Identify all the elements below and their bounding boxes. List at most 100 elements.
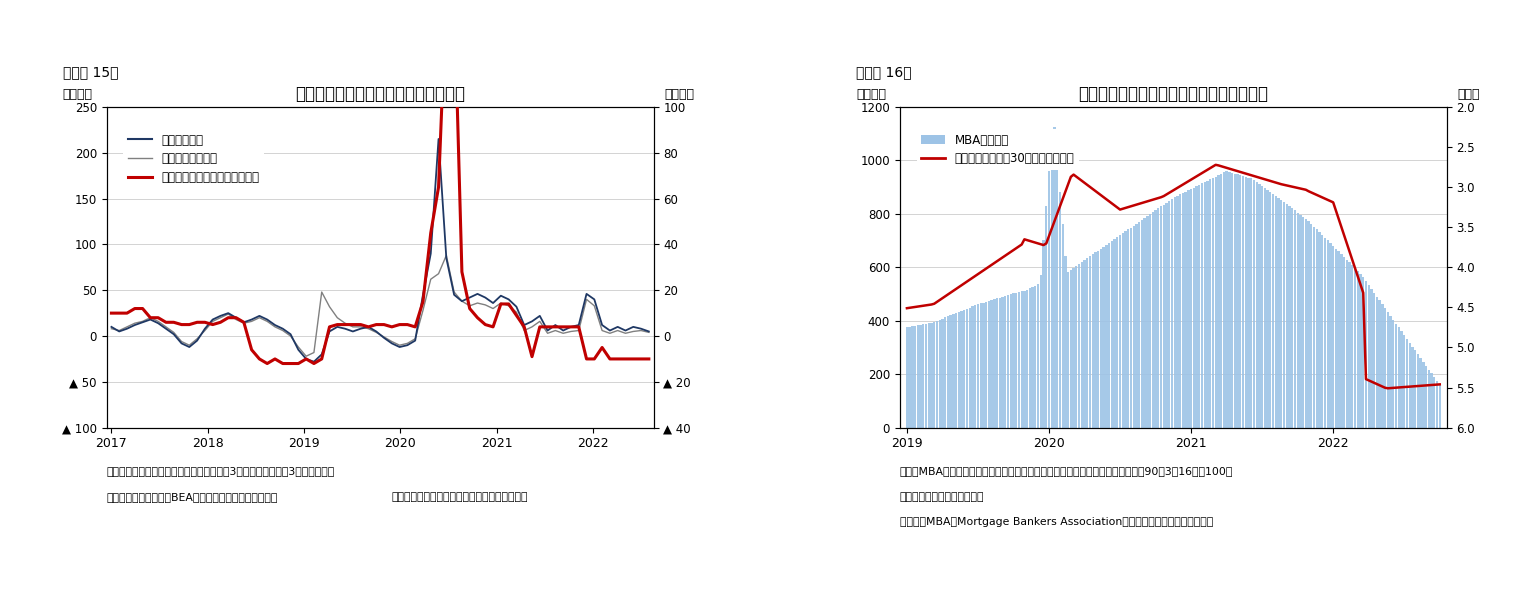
Bar	[928, 323, 931, 428]
Bar	[1189, 189, 1193, 428]
Bar	[1234, 173, 1237, 428]
Bar	[1193, 188, 1196, 428]
Bar	[917, 326, 918, 428]
Bar	[1110, 241, 1113, 428]
Bar	[1141, 220, 1144, 428]
Bar	[1133, 226, 1135, 428]
Bar	[935, 321, 938, 428]
Bar	[1360, 274, 1362, 428]
Bar	[1157, 208, 1159, 428]
Bar	[1010, 294, 1011, 428]
Bar	[1151, 212, 1154, 428]
Bar	[988, 301, 990, 428]
Bar	[1054, 127, 1055, 428]
Bar	[1406, 339, 1409, 428]
Bar	[1386, 312, 1389, 428]
Bar	[1439, 385, 1441, 428]
Bar	[976, 304, 979, 428]
Bar	[1346, 260, 1348, 428]
Bar	[1299, 214, 1302, 428]
Bar	[1200, 184, 1203, 428]
Bar	[1422, 362, 1424, 428]
Bar	[1037, 285, 1039, 428]
Legend: 住宅着工件数, 住宅建築許可件数, 住宅投資（実質伸び率、右軸）: 住宅着工件数, 住宅建築許可件数, 住宅投資（実質伸び率、右軸）	[123, 129, 263, 189]
Bar	[1214, 176, 1217, 428]
Bar	[966, 309, 969, 428]
Bar	[1296, 213, 1299, 428]
Bar	[1065, 257, 1066, 428]
Bar	[1017, 292, 1020, 428]
Bar	[1020, 291, 1023, 428]
Legend: MBA申請件数, モーゲージローン30年金利（右軸）: MBA申請件数, モーゲージローン30年金利（右軸）	[917, 129, 1078, 170]
Bar	[996, 298, 998, 428]
Bar	[1240, 175, 1241, 428]
Bar	[1241, 176, 1244, 428]
Bar	[1409, 343, 1410, 428]
Bar	[1116, 237, 1118, 428]
Bar	[920, 325, 921, 428]
Bar	[1217, 175, 1220, 428]
Bar	[1392, 320, 1395, 428]
Bar	[1013, 293, 1014, 428]
Bar	[963, 309, 966, 428]
Bar	[1148, 214, 1151, 428]
Bar	[1171, 199, 1173, 428]
Bar	[1334, 249, 1337, 428]
Bar	[1261, 186, 1263, 428]
Bar	[1398, 327, 1400, 428]
Bar	[1250, 178, 1252, 428]
Bar	[944, 317, 946, 428]
Bar	[955, 313, 958, 428]
Bar	[1340, 254, 1343, 428]
Text: （資料）MBA（Mortgage Bankers Association）よりニッセイ基礎研究所作成: （資料）MBA（Mortgage Bankers Association）よりニ…	[900, 517, 1212, 527]
Bar	[1419, 358, 1422, 428]
Bar	[1072, 268, 1075, 428]
Bar	[1305, 219, 1307, 428]
Bar	[1176, 196, 1179, 428]
Bar	[972, 307, 973, 428]
Bar	[1282, 202, 1285, 428]
Bar	[1055, 159, 1058, 428]
Bar	[949, 315, 952, 428]
Bar	[911, 326, 914, 428]
Bar	[1113, 239, 1116, 428]
Bar	[1121, 233, 1124, 428]
Text: （注）MBA申請件数は住宅購入、借換えを含む住宅ローンの申請件数を指数化（90年3月16日＝100）: （注）MBA申請件数は住宅購入、借換えを含む住宅ローンの申請件数を指数化（90年…	[900, 466, 1234, 476]
Bar	[931, 323, 932, 428]
Bar	[1281, 200, 1282, 428]
Bar	[1081, 262, 1083, 428]
Bar	[1333, 246, 1334, 428]
Bar	[1226, 171, 1228, 428]
Bar	[1138, 222, 1141, 428]
Bar	[1253, 179, 1255, 428]
Bar	[1004, 296, 1007, 428]
Bar	[990, 300, 993, 428]
Text: （指数）: （指数）	[856, 88, 886, 100]
Bar	[1069, 270, 1072, 428]
Bar	[975, 305, 976, 428]
Bar	[1426, 366, 1427, 428]
Bar	[1375, 296, 1378, 428]
Bar	[1103, 247, 1104, 428]
Bar	[1188, 190, 1189, 428]
Bar	[1124, 232, 1127, 428]
Bar	[1228, 172, 1231, 428]
Bar	[1209, 179, 1211, 428]
Bar	[1078, 264, 1080, 428]
Bar	[1264, 188, 1266, 428]
Bar	[1165, 203, 1168, 428]
Text: （％）: （％）	[1458, 88, 1480, 100]
Bar	[1330, 243, 1331, 428]
Bar	[1374, 293, 1375, 428]
Bar	[1042, 240, 1045, 428]
Bar	[1100, 249, 1103, 428]
Bar	[993, 299, 996, 428]
Bar	[1403, 335, 1406, 428]
Bar	[1389, 316, 1392, 428]
Bar	[1083, 260, 1086, 428]
Bar	[1212, 178, 1214, 428]
Bar	[1430, 374, 1433, 428]
Bar	[1154, 210, 1157, 428]
Bar	[1362, 277, 1365, 428]
Bar	[1436, 381, 1438, 428]
